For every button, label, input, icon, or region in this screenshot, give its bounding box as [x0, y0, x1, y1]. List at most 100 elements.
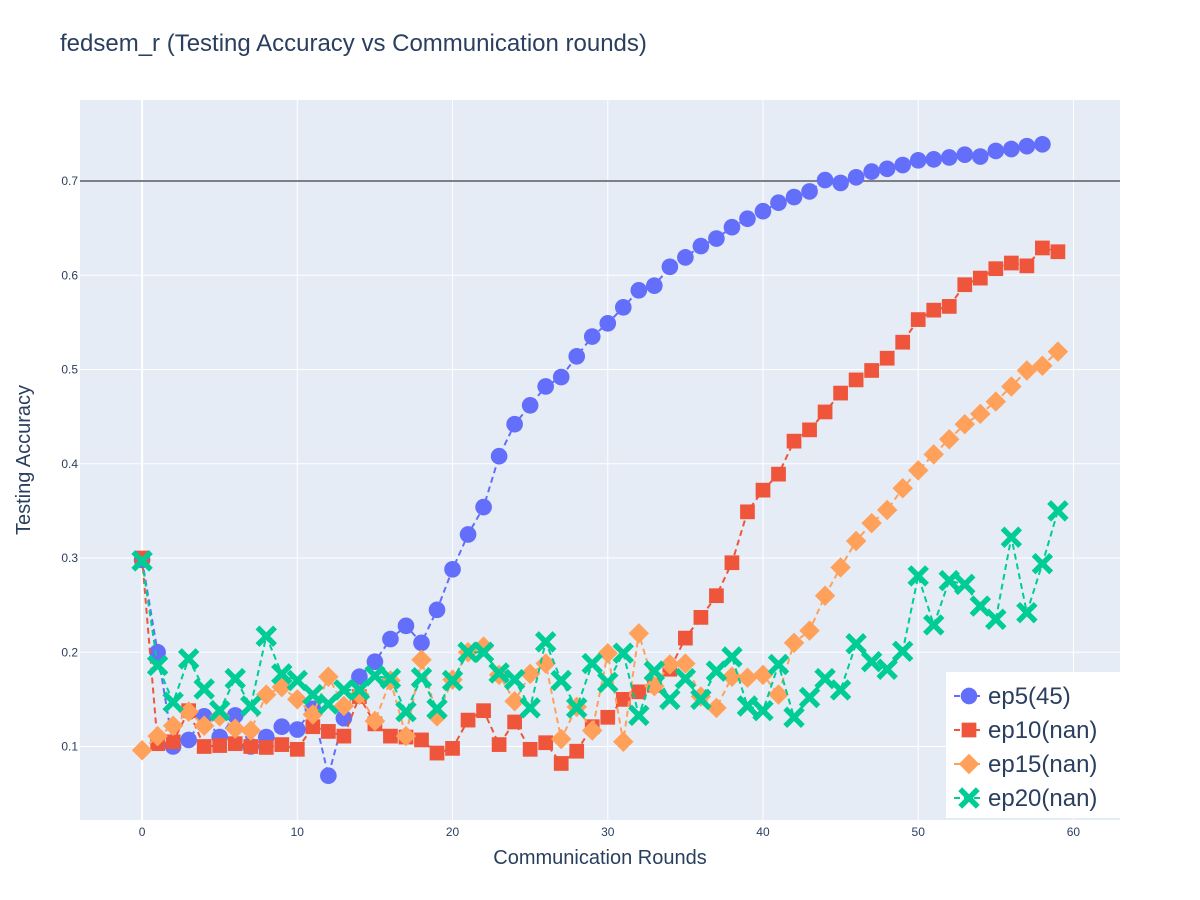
data-point: [692, 237, 710, 255]
data-point: [799, 620, 820, 641]
legend-item-3: ep20(nan): [954, 785, 1097, 812]
data-point: [768, 684, 789, 705]
data-point: [273, 718, 291, 736]
data-point: [162, 691, 184, 713]
legend-marker: [958, 753, 980, 775]
data-point: [522, 741, 538, 757]
data-point: [507, 714, 522, 730]
marker-stroke: [302, 683, 324, 706]
data-point: [336, 728, 352, 744]
data-point: [661, 258, 679, 276]
data-point: [364, 710, 386, 732]
data-point: [289, 741, 305, 757]
marker-stroke: [286, 669, 309, 692]
y-tick-label: 0.2: [61, 645, 78, 659]
marker-stroke: [752, 699, 774, 722]
data-point: [985, 391, 1007, 412]
data-point: [740, 504, 755, 520]
data-point: [879, 350, 895, 366]
data-point: [1016, 601, 1038, 624]
data-point: [939, 429, 960, 450]
data-point: [643, 660, 666, 682]
series-3: [131, 500, 1069, 729]
data-point: [628, 623, 650, 644]
legend-label: ep10(nan): [988, 717, 1097, 744]
data-point: [521, 397, 539, 414]
data-point: [848, 372, 864, 388]
data-point: [845, 633, 867, 655]
data-point: [503, 668, 526, 691]
data-point: [876, 499, 898, 521]
data-point: [395, 725, 417, 747]
data-point: [209, 706, 230, 727]
marker-stroke: [271, 663, 293, 685]
marker-stroke: [240, 695, 262, 717]
data-point: [1035, 240, 1050, 256]
data-point: [506, 415, 523, 433]
data-point: [737, 667, 758, 688]
marker-stroke: [1047, 500, 1069, 522]
data-point: [969, 595, 992, 617]
data-point: [1050, 244, 1066, 260]
data-point: [178, 701, 199, 722]
data-point: [677, 249, 694, 266]
data-point: [678, 630, 693, 646]
data-point: [256, 684, 277, 705]
data-point: [196, 739, 212, 754]
data-point: [441, 669, 464, 692]
data-point: [770, 194, 787, 212]
marker-stroke: [985, 608, 1007, 630]
data-point: [847, 168, 865, 186]
marker-stroke: [1016, 601, 1038, 624]
data-point: [426, 698, 448, 720]
x-axis-title: Communication Rounds: [493, 847, 706, 869]
data-point: [335, 709, 353, 727]
marker-stroke: [488, 662, 510, 684]
data-point: [305, 719, 321, 735]
x-tick-label: 50: [912, 825, 926, 839]
data-point: [286, 669, 309, 692]
data-point: [771, 466, 786, 482]
marker-stroke: [860, 650, 883, 673]
data-point: [131, 740, 153, 761]
data-point: [864, 363, 880, 378]
data-point: [907, 460, 929, 481]
data-point: [938, 569, 960, 592]
data-point: [767, 653, 790, 676]
x-tick-label: 20: [446, 825, 460, 839]
marker-stroke: [472, 641, 495, 663]
legend-label: ep5(45): [988, 683, 1071, 710]
data-point: [895, 334, 911, 350]
data-point: [320, 767, 337, 785]
data-point: [413, 634, 430, 652]
data-point: [614, 299, 632, 316]
data-point: [348, 679, 371, 701]
data-point: [445, 741, 460, 756]
data-point: [644, 675, 665, 697]
data-point: [630, 282, 648, 299]
data-point: [832, 174, 849, 192]
data-point: [1032, 355, 1053, 376]
data-point: [428, 601, 446, 619]
data-point: [162, 715, 184, 736]
data-point: [802, 422, 817, 438]
data-point: [146, 654, 169, 677]
data-point: [721, 646, 743, 668]
data-point: [552, 368, 570, 386]
data-point: [1003, 140, 1020, 158]
data-point: [459, 526, 477, 543]
data-point: [909, 151, 927, 169]
data-point: [226, 707, 244, 724]
data-point: [1031, 552, 1054, 575]
data-point: [861, 512, 882, 534]
data-point: [798, 686, 821, 709]
legend-item-0: ep5(45): [954, 683, 1071, 710]
data-point: [1019, 258, 1035, 274]
y-tick-label: 0.4: [61, 457, 78, 471]
marker-stroke: [534, 631, 557, 653]
marker-stroke: [457, 641, 479, 663]
marker-stroke: [907, 565, 929, 587]
data-point: [212, 738, 228, 753]
data-point: [786, 433, 802, 449]
data-point: [320, 724, 336, 739]
